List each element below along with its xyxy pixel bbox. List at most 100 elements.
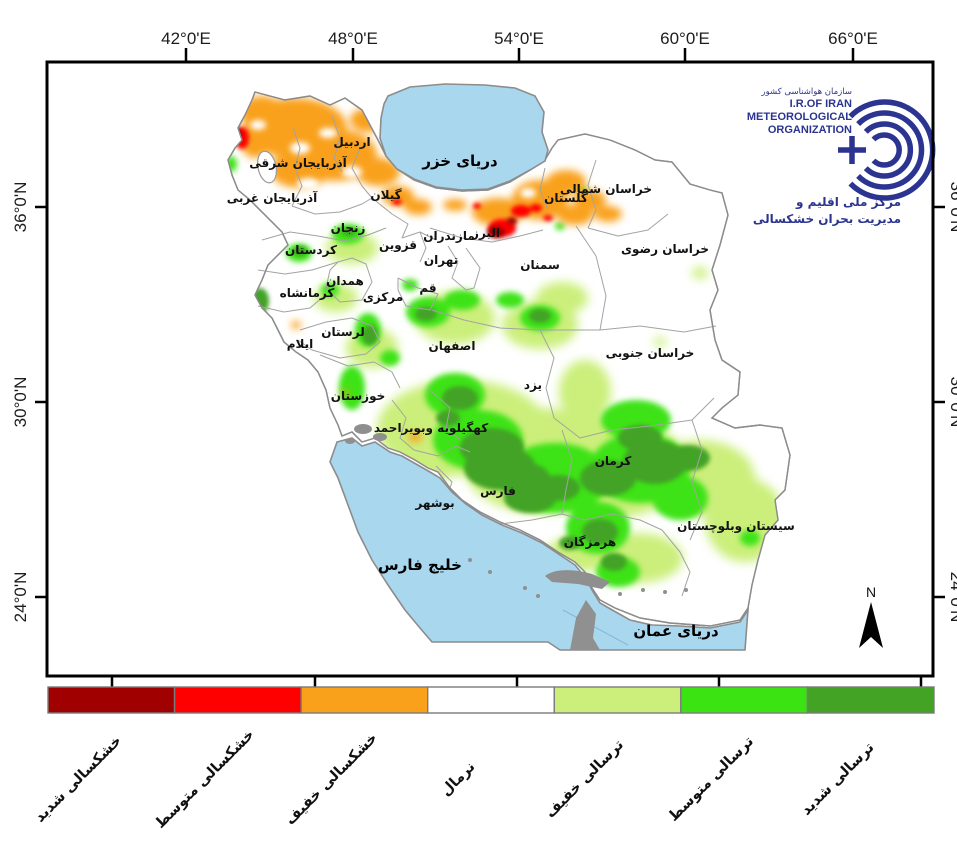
legend-label-3: نرمال [438, 759, 479, 800]
legend-label-2: خشکسالی خفیف [282, 730, 380, 828]
province-label-20: اصفهان [428, 339, 475, 353]
meteorological-organization-logo: سازمان هواشناسی کشور I.R.OF IRAN METEORO… [747, 87, 936, 226]
province-border [553, 397, 715, 439]
legend-swatch-3 [427, 686, 555, 714]
province-border [429, 389, 461, 441]
province-label-21: خراسان جنوبی [606, 346, 695, 361]
logo-line1-text: I.R.OF IRAN [790, 98, 852, 110]
right-axis-label-1: 30°0'N [947, 377, 957, 428]
legend-label-1: خشکسالی متوسط [152, 727, 257, 832]
province-label-28: سیستان وبلوچستان [677, 519, 795, 534]
persian-gulf-label: خلیج فارس [378, 556, 462, 574]
province-border [447, 245, 467, 291]
top-axis-label-2: 54°0'E [494, 29, 544, 48]
province-border [291, 197, 373, 215]
province-border [391, 399, 415, 451]
province-border [599, 325, 717, 333]
province-border [583, 513, 663, 531]
province-border [587, 213, 669, 237]
province-border [413, 445, 471, 457]
islands-and-lakes [345, 424, 688, 650]
province-border [351, 147, 373, 199]
map-frame [45, 60, 935, 678]
right-axis-label-0: 36°0'N [947, 182, 957, 233]
north-arrow-icon [859, 602, 883, 648]
province-label-12: خراسان شمالی [560, 182, 652, 196]
province-label-15: کرمانشاه [280, 286, 335, 300]
province-border [431, 309, 600, 331]
raster-group [240, 96, 622, 442]
right-axis-label-2: 24°0'N [947, 572, 957, 623]
province-border [397, 277, 439, 311]
province-label-13: همدان [326, 274, 364, 288]
island-dot [641, 588, 645, 592]
province-label-9: تهران [424, 253, 458, 267]
province-border [429, 227, 544, 243]
caspian-sea-label: دریای خزر [421, 152, 498, 170]
top-axis-label-4: 66°0'E [828, 29, 878, 48]
province-label-10: سمنان [520, 258, 560, 272]
caspian-sea [379, 83, 549, 191]
province-label-6: البرز [471, 226, 500, 240]
legend-swatch-5 [680, 686, 809, 714]
province-label-11: گلستان [544, 191, 588, 205]
province-label-26: فارس [480, 484, 516, 498]
legend-swatch-2 [300, 686, 429, 714]
axis-ticks-and-labels: 42°0'E 48°0'E 54°0'E 60°0'E 66°0'E 36°0'N 36°0… [11, 29, 957, 687]
province-label-2: آذربایجان غربی [227, 190, 318, 205]
lake-urmia [256, 150, 278, 184]
island-dot [536, 594, 540, 598]
iran-outline [227, 91, 791, 627]
north-arrow-label: N [866, 584, 876, 600]
province-label-27: بوشهر [414, 496, 454, 511]
marsh-area [345, 438, 355, 444]
province-border [331, 115, 343, 173]
province-border [371, 197, 409, 239]
logo-sub1-text: مرکز ملی اقلیم و [795, 195, 901, 210]
province-border [539, 329, 555, 419]
left-axis-label-2: 24°0'N [11, 572, 30, 623]
province-label-1: آذربایجان شرقی [249, 155, 347, 170]
logo-line2-text: METEOROLOGICAL [747, 111, 852, 123]
qeshm-island [545, 570, 610, 589]
island-dot [488, 570, 492, 574]
province-label-0: اردبیل [333, 135, 370, 149]
province-label-16: مرکزی [363, 290, 403, 304]
legend-colorbar: خشکسالی شدید خشکسالی متوسط خشکسالی خفیف نرم… [32, 686, 935, 832]
drought-wetness-raster [228, 96, 785, 587]
province-label-25: کرمان [595, 454, 632, 468]
province-label-5: مازندران [423, 229, 475, 243]
left-axis-label-1: 30°0'N [11, 377, 30, 428]
legend-label-4: ترسالی خفیف [543, 737, 627, 821]
legend-swatch-4 [553, 686, 682, 714]
province-label-14: قم [419, 281, 436, 295]
province-border [257, 261, 339, 275]
island-dot [684, 588, 688, 592]
legend-swatch-1 [173, 686, 302, 714]
province-border [661, 529, 691, 597]
marsh-area [373, 433, 387, 441]
top-axis-label-0: 42°0'E [161, 29, 211, 48]
left-axis-label-0: 36°0'N [11, 182, 30, 233]
province-border [575, 225, 607, 331]
province-border [539, 167, 549, 211]
province-label-23: خوزستان [331, 389, 386, 404]
oman-sea-label: دریای عمان [633, 622, 719, 640]
logo-org-fa-text: سازمان هواشناسی کشور [761, 87, 852, 97]
province-border [261, 227, 387, 242]
province-label-24: کهگیلویه وبویراحمد [374, 421, 488, 436]
north-arrow: N [859, 584, 883, 648]
island-dot [663, 590, 667, 594]
province-borders [257, 115, 717, 597]
province-label-29: هرمزگان [564, 535, 616, 549]
province-label-7: قزوین [379, 238, 417, 253]
province-label-19: ایلام [287, 337, 314, 352]
province-border [319, 354, 401, 389]
top-axis-label-1: 48°0'E [328, 29, 378, 48]
legend-label-6: ترسالی شدید [798, 740, 877, 819]
legend-label-5: ترسالی متوسط [666, 734, 757, 825]
province-border [587, 159, 597, 229]
province-border [465, 247, 481, 291]
legend-label-0: خشکسالی شدید [32, 733, 125, 826]
